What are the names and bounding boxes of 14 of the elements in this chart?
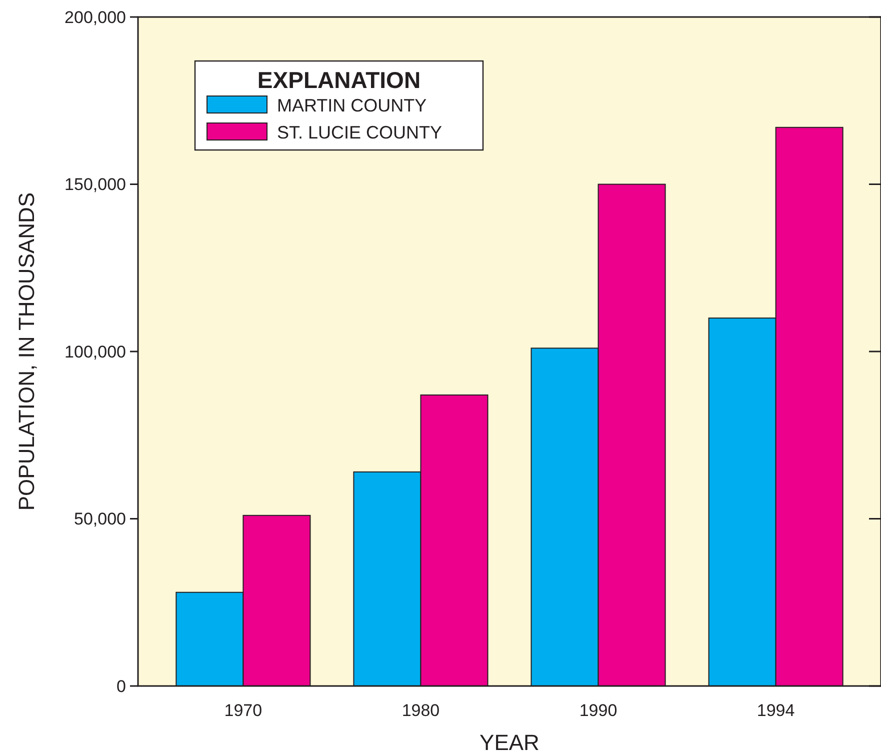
x-axis-title: YEAR (480, 730, 540, 755)
y-tick-label: 150,000 (64, 175, 126, 194)
y-tick-label: 200,000 (64, 8, 126, 27)
x-tick-label: 1994 (756, 701, 795, 720)
legend-label: ST. LUCIE COUNTY (277, 122, 442, 142)
y-tick-label: 100,000 (64, 342, 126, 362)
x-tick-label: 1990 (579, 701, 618, 720)
y-tick-label: 0 (116, 676, 126, 696)
y-axis-title: POPULATION, IN THOUSANDS (14, 192, 39, 511)
legend-label: MARTIN COUNTY (277, 95, 427, 116)
y-tick-label: 50,000 (74, 510, 126, 529)
x-tick-label: 1980 (402, 701, 440, 720)
legend-title: EXPLANATION (257, 67, 421, 93)
x-tick-label: 1970 (224, 701, 262, 720)
